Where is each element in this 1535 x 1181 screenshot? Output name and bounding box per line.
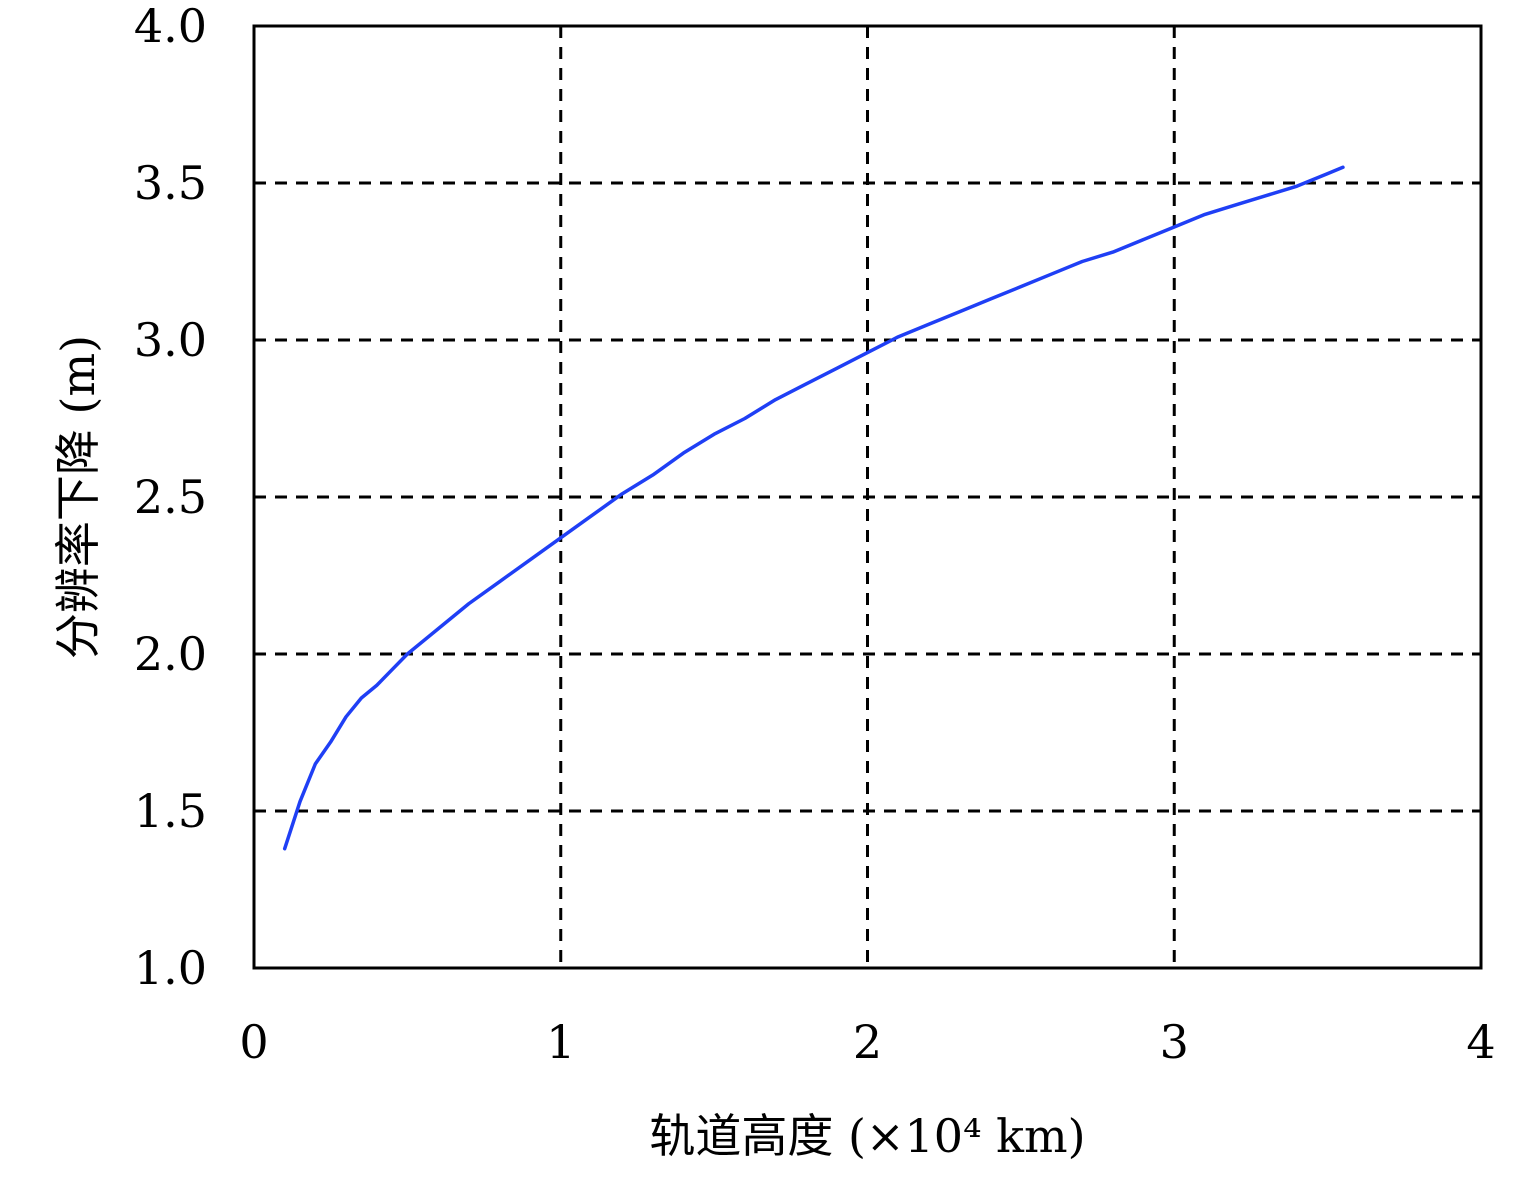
- series-layer: [282, 165, 1345, 851]
- series-line: [282, 165, 1345, 851]
- x-tick-label: 4: [1466, 1015, 1495, 1069]
- x-axis-title: 轨道高度 (×10⁴ km): [649, 1109, 1085, 1163]
- x-tick-label: 2: [853, 1015, 882, 1069]
- y-tick-label: 2.5: [134, 470, 207, 524]
- y-tick-label: 4.0: [134, 0, 207, 53]
- y-tick-label: 1.5: [134, 784, 207, 838]
- plot-area-frame: [252, 24, 1483, 970]
- y-tick-label: 3.0: [134, 313, 207, 367]
- y-tick-label: 1.0: [134, 941, 207, 995]
- x-tick-label: 0: [239, 1015, 268, 1069]
- grid-lines: [254, 26, 1481, 968]
- y-axis-tick-labels: 1.0 1.5 2.0 2.5 3.0 3.5 4.0: [134, 0, 207, 995]
- y-tick-label: 3.5: [134, 156, 207, 210]
- x-tick-label: 1: [546, 1015, 575, 1069]
- y-tick-label: 2.0: [134, 627, 207, 681]
- x-axis-tick-labels: 0 1 2 3 4: [239, 1015, 1495, 1069]
- y-axis-title: 分辨率下降 (m): [51, 335, 105, 659]
- x-tick-label: 3: [1160, 1015, 1189, 1069]
